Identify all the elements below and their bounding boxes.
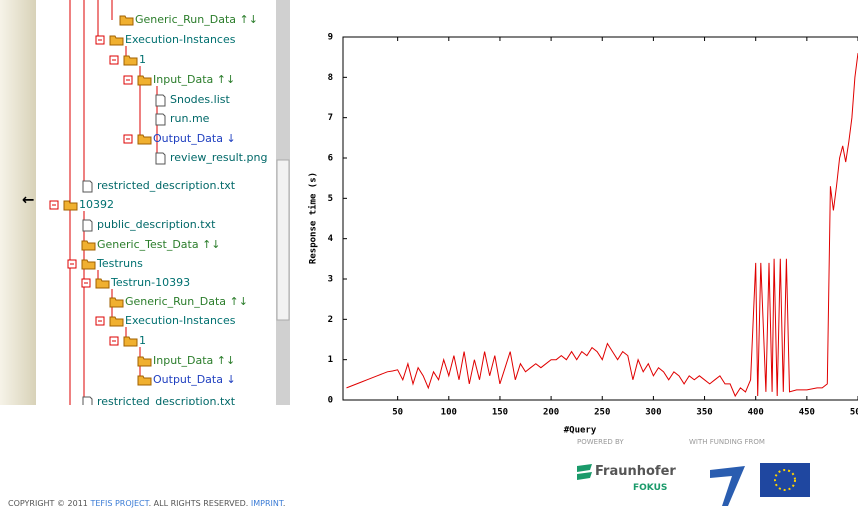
copyright-text: COPYRIGHT © 2011 [8,499,88,508]
file-icon [155,113,166,126]
x-tick-label: 450 [799,408,815,418]
file-icon [82,396,93,405]
y-tick-label: 4 [328,234,334,244]
tree-label[interactable]: 1 [139,334,146,347]
folder-icon [109,316,124,327]
folder-icon [137,134,152,145]
rights: . ALL RIGHTS RESERVED. [148,499,249,508]
folder-icon [63,200,78,211]
x-tick-label: 350 [696,408,712,418]
folder-icon [137,375,152,386]
tree-label[interactable]: Snodes.list [170,93,231,106]
tree-label[interactable]: Execution-Instances [125,33,236,46]
fokus: FOKUS [633,483,667,493]
y-tick-label: 9 [328,33,333,43]
x-tick-label: 200 [543,408,559,418]
y-tick-label: 1 [328,355,333,365]
file-icon [155,94,166,107]
y-tick-label: 6 [328,154,333,164]
tree-label[interactable]: Execution-Instances [125,314,236,327]
file-icon [82,219,93,232]
imprint-link[interactable]: IMPRINT [250,499,283,508]
copyright: COPYRIGHT © 2011 TEFIS PROJECT. ALL RIGH… [8,499,285,508]
x-tick-label: 300 [645,408,661,418]
plot-frame [342,36,858,401]
y-tick-label: 8 [328,73,333,83]
tree-label[interactable]: 10392 [79,198,114,211]
tree-label[interactable]: Generic_Run_Data ↑↓ [125,295,248,308]
folder-icon [123,55,138,66]
side-strip [0,0,36,405]
tree-panel: ← Generic_Run_Data ↑↓ Execution-Instances… [0,0,292,405]
data-line [346,53,858,398]
folder-icon [109,297,124,308]
y-tick-label: 3 [328,275,333,285]
folder-icon [109,35,124,46]
tree-label[interactable]: Testrun-10393 [110,276,190,289]
y-tick-label: 2 [328,315,333,325]
tree-label[interactable]: Input_Data ↑↓ [153,73,235,86]
tree-label[interactable]: Output_Data ↓ [153,132,236,145]
funding: WITH FUNDING FROM [689,438,765,446]
tree-label[interactable]: 1 [139,53,146,66]
x-tick-label: 100 [441,408,457,418]
tree: ← Generic_Run_Data ↑↓ Execution-Instances… [0,0,290,405]
tree-label[interactable]: run.me [170,112,210,125]
powered-by: POWERED BY [577,438,624,446]
folder-icon [123,336,138,347]
x-axis-label: #Query [564,426,597,436]
file-icon [82,180,93,193]
tree-label[interactable]: Testruns [96,257,143,270]
dot: . [282,499,286,508]
file-icon [155,152,166,165]
y-axis-label: Response time (s) [308,172,319,264]
folder-icon [81,240,96,251]
fraunhofer: Fraunhofer [595,464,676,479]
scroll-thumb[interactable] [276,159,290,321]
y-tick-label: 0 [328,396,333,406]
collapse-arrow[interactable]: ← [22,191,35,209]
folder-icon [137,356,152,367]
folder-icon [137,75,152,86]
folder-icon [119,15,134,26]
tree-label[interactable]: restricted_description.txt [97,179,236,192]
x-tick-label: 150 [492,408,508,418]
tree-label[interactable]: restricted_description.txt [97,395,236,405]
tree-label[interactable]: review_result.png [170,151,267,164]
tree-label[interactable]: Generic_Test_Data ↑↓ [97,238,221,251]
tree-label[interactable]: public_description.txt [97,218,216,231]
project-link[interactable]: TEFIS PROJECT [90,499,149,508]
tree-label[interactable]: Generic_Run_Data ↑↓ [135,13,258,26]
tree-label[interactable]: Input_Data ↑↓ [153,354,235,367]
x-tick-label: 250 [594,408,610,418]
tree-label[interactable]: Output_Data ↓ [153,373,236,386]
folder-icon [81,259,96,270]
x-tick-label: 500 [850,408,858,418]
y-tick-label: 5 [328,194,333,204]
y-tick-label: 7 [328,113,333,123]
folder-icon [95,278,110,289]
chart: #Query Response time (s) 0 1 2 3 4 5 6 7 8 9 50 100… [308,33,858,436]
x-tick-label: 50 [392,408,403,418]
x-tick-label: 400 [748,408,764,418]
